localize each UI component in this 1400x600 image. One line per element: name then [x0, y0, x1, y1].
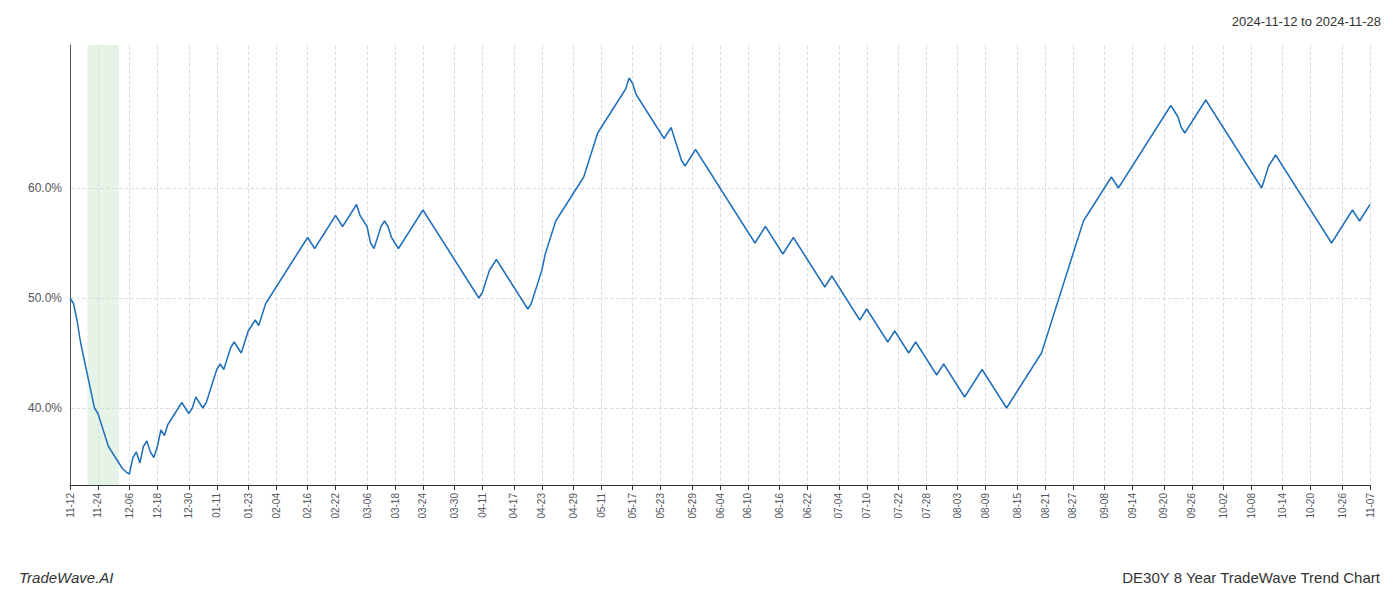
- svg-text:06-16: 06-16: [774, 493, 785, 519]
- svg-text:01-11: 01-11: [211, 493, 222, 518]
- svg-text:07-28: 07-28: [921, 493, 932, 519]
- svg-text:10-02: 10-02: [1218, 493, 1229, 519]
- svg-text:50.0%: 50.0%: [28, 291, 62, 305]
- svg-text:2024-11-12 to 2024-11-28: 2024-11-12 to 2024-11-28: [1232, 14, 1381, 29]
- svg-text:12-06: 12-06: [124, 493, 135, 519]
- svg-text:05-23: 05-23: [655, 493, 666, 519]
- svg-text:03-30: 03-30: [449, 493, 460, 519]
- svg-text:02-16: 02-16: [302, 493, 313, 519]
- svg-text:01-23: 01-23: [243, 493, 254, 519]
- svg-text:TradeWave.AI: TradeWave.AI: [19, 569, 113, 586]
- svg-text:07-22: 07-22: [893, 493, 904, 519]
- svg-text:60.0%: 60.0%: [28, 181, 62, 195]
- svg-text:12-30: 12-30: [183, 493, 194, 519]
- svg-text:11-07: 11-07: [1365, 493, 1376, 518]
- svg-text:10-08: 10-08: [1246, 493, 1257, 519]
- svg-text:09-08: 09-08: [1099, 493, 1110, 519]
- svg-text:08-03: 08-03: [952, 493, 963, 519]
- svg-text:06-10: 06-10: [742, 493, 753, 519]
- svg-text:09-26: 09-26: [1186, 493, 1197, 519]
- svg-text:05-17: 05-17: [627, 493, 638, 519]
- svg-text:08-21: 08-21: [1040, 493, 1051, 519]
- svg-text:05-29: 05-29: [687, 493, 698, 519]
- svg-text:04-23: 04-23: [536, 493, 547, 519]
- svg-text:07-10: 07-10: [861, 493, 872, 519]
- svg-text:08-27: 08-27: [1067, 493, 1078, 519]
- svg-text:DE30Y 8 Year TradeWave Trend C: DE30Y 8 Year TradeWave Trend Chart: [1122, 569, 1380, 586]
- svg-text:10-20: 10-20: [1305, 493, 1316, 519]
- svg-text:07-04: 07-04: [833, 493, 844, 519]
- svg-text:05-11: 05-11: [596, 493, 607, 518]
- svg-text:10-14: 10-14: [1277, 493, 1288, 519]
- svg-text:04-29: 04-29: [568, 493, 579, 519]
- svg-text:06-22: 06-22: [802, 493, 813, 519]
- svg-text:03-18: 03-18: [390, 493, 401, 519]
- svg-text:02-04: 02-04: [271, 493, 282, 519]
- svg-text:08-09: 08-09: [980, 493, 991, 519]
- svg-text:03-24: 03-24: [417, 493, 428, 519]
- svg-text:06-04: 06-04: [715, 493, 726, 519]
- svg-text:02-22: 02-22: [330, 493, 341, 519]
- svg-text:11-24: 11-24: [92, 493, 103, 518]
- svg-text:10-26: 10-26: [1337, 493, 1348, 519]
- svg-text:04-17: 04-17: [508, 493, 519, 519]
- svg-text:40.0%: 40.0%: [28, 401, 62, 415]
- svg-text:08-15: 08-15: [1012, 493, 1023, 519]
- svg-text:09-14: 09-14: [1127, 493, 1138, 519]
- svg-text:12-18: 12-18: [152, 493, 163, 519]
- svg-text:09-20: 09-20: [1158, 493, 1169, 519]
- svg-text:04-11: 04-11: [477, 493, 488, 518]
- svg-text:11-12: 11-12: [65, 493, 76, 518]
- svg-text:03-06: 03-06: [362, 493, 373, 519]
